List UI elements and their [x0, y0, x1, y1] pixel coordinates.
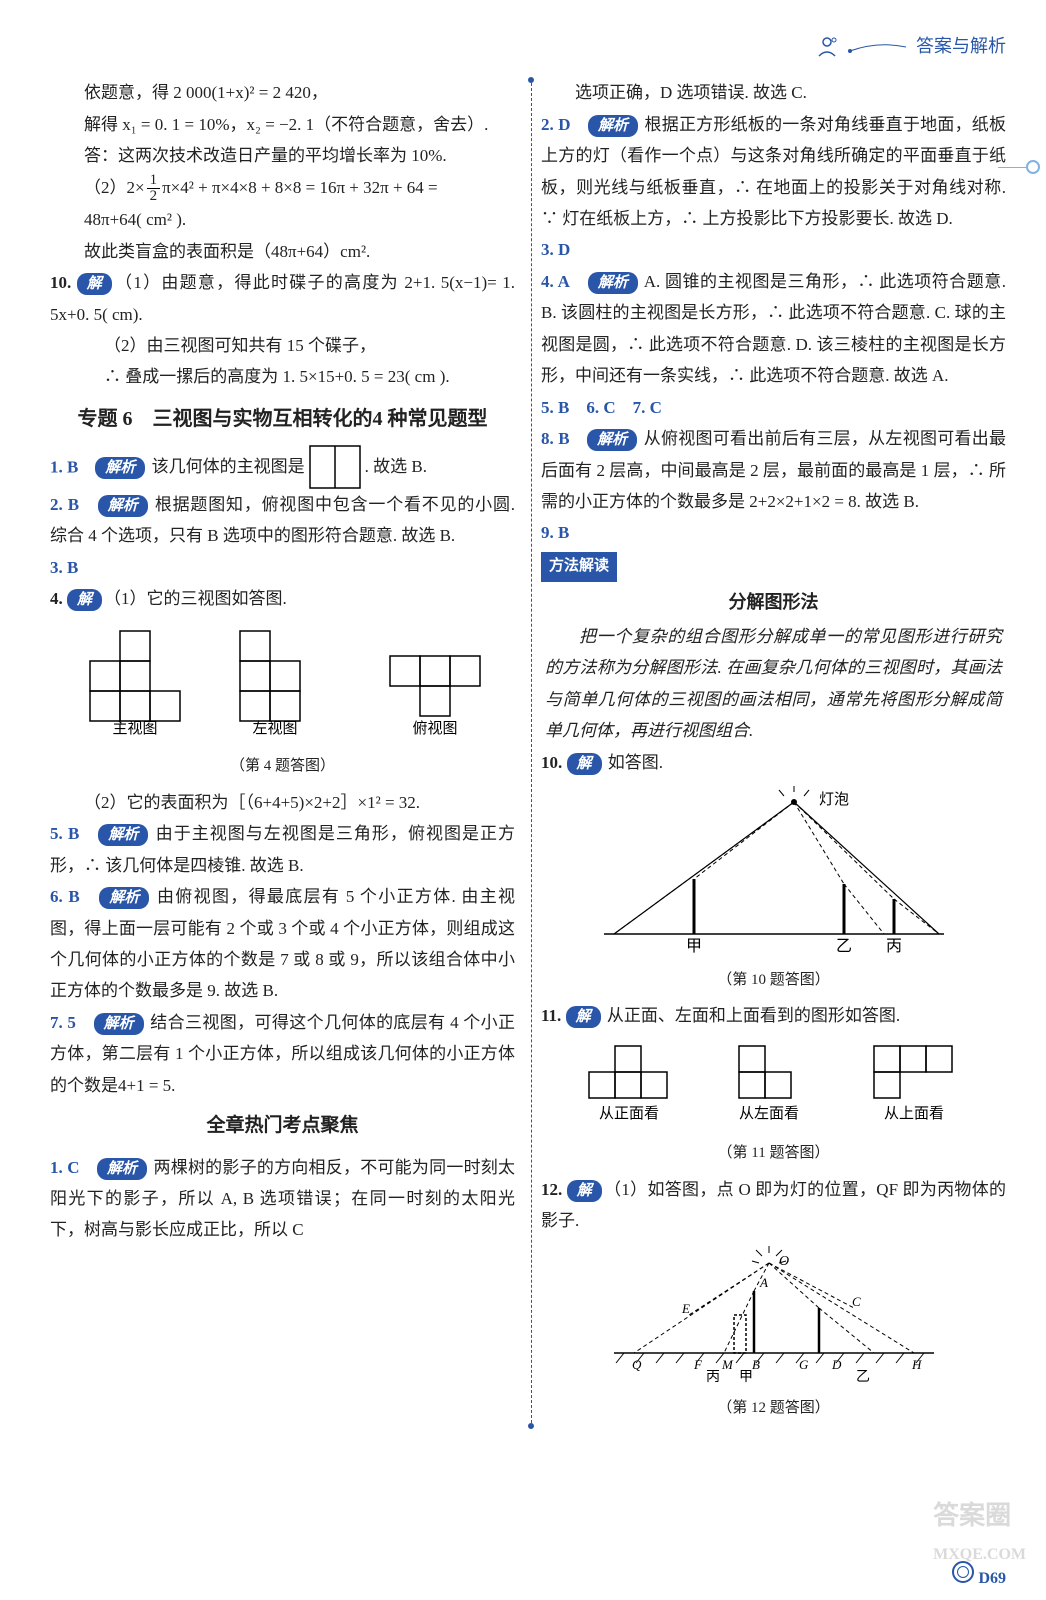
watermark: 答案圈 MXQE.COM: [933, 1492, 1026, 1570]
figure-10: 灯泡 甲 乙 丙 （第 10 题答图）: [541, 784, 1006, 994]
r-q8: 8. B 解析 从俯视图可看出前后有三层，从左视图可看出最后面有 2 层高，中间…: [541, 423, 1006, 517]
r-q567: 5. B 6. C 7. C: [541, 392, 1006, 423]
figure-11: 从正面看 从左面看 从上面看 （第 11 题答图）: [541, 1038, 1006, 1168]
svg-text:Q: Q: [632, 1357, 642, 1372]
text: 解得 x₁ = 0. 1 = 10%，x₂ = −2. 1（不符合题意，舍去）.: [50, 109, 515, 140]
svg-text:甲: 甲: [685, 938, 701, 954]
svg-text:乙: 乙: [835, 938, 851, 954]
svg-text:从正面看: 从正面看: [598, 1105, 658, 1122]
left-column: 依题意，得 2 000(1+x)² = 2 420， 解得 x₁ = 0. 1 …: [50, 77, 515, 1429]
r-q2: 2. D 解析 根据正方形纸板的一条对角线垂直于地面，纸板上方的灯（看作一个点）…: [541, 109, 1006, 235]
r-q3: 3. D: [541, 234, 1006, 265]
binding-ring-icon: [1026, 160, 1040, 174]
r-q4: 4. A 解析 A. 圆锥的主视图是三角形，∴ 此选项符合题意. B. 该圆柱的…: [541, 266, 1006, 392]
svg-text:左视图: 左视图: [253, 720, 298, 737]
svg-text:丙: 丙: [706, 1370, 720, 1383]
swoosh-icon: [848, 39, 908, 55]
q1: 1. B 解析 该几何体的主视图是 . 故选 B.: [50, 445, 515, 489]
q7: 7. 5 解析 结合三视图，可得这个几何体的底层有 4 个小正方体，第二层有 1…: [50, 1007, 515, 1101]
text: 选项正确，D 选项错误. 故选 C.: [541, 77, 1006, 108]
text: （2）由三视图可知共有 15 个碟子，: [50, 330, 515, 361]
q4: 4. 解（1）它的三视图如答图.: [50, 583, 515, 614]
method-label: 方法解读: [541, 549, 1006, 582]
text: ∴ 叠成一摞后的高度为 1. 5×15+0. 5 = 23( cm ).: [50, 361, 515, 392]
text: 答：这两次技术改造日产量的平均增长率为 10%.: [50, 140, 515, 171]
svg-text:M: M: [721, 1357, 734, 1372]
svg-text:主视图: 主视图: [113, 720, 158, 737]
text: （2）2×12π×4² + π×4×8 + 8×8 = 16π + 32π + …: [50, 172, 515, 205]
column-divider: [528, 77, 534, 1429]
svg-text:A: A: [759, 1275, 768, 1290]
svg-text:乙: 乙: [856, 1369, 870, 1383]
text: 48π+64( cm² ).: [50, 204, 515, 235]
method-body: 把一个复杂的组合图形分解成单一的常见图形进行研究的方法称为分解图形法. 在画复杂…: [541, 621, 1006, 747]
figure-4: 主视图 左视图 俯视图 （第 4 题答图）: [50, 621, 515, 781]
svg-text:灯泡: 灯泡: [819, 791, 849, 808]
header-title: 答案与解析: [916, 30, 1006, 63]
q6: 6. B 解析 由俯视图，得最底层有 5 个小正方体. 由主视图，得上面一层可能…: [50, 881, 515, 1007]
r-q9: 9. B: [541, 517, 1006, 548]
q2: 2. B 解析 根据题图知，俯视图中包含一个看不见的小圆. 综合 4 个选项，只…: [50, 489, 515, 552]
svg-text:甲: 甲: [739, 1370, 753, 1383]
right-column: 选项正确，D 选项错误. 故选 C. 2. D 解析 根据正方形纸板的一条对角线…: [541, 77, 1006, 1429]
r-q10: 10. 解 如答图.: [541, 747, 1006, 778]
svg-text:俯视图: 俯视图: [412, 720, 457, 737]
text: 依题意，得 2 000(1+x)² = 2 420，: [50, 77, 515, 108]
svg-text:丙: 丙: [885, 938, 901, 954]
method-title: 分解图形法: [541, 586, 1006, 619]
svg-text:从左面看: 从左面看: [738, 1105, 798, 1122]
text: （2）它的表面积为［（6+4+5)×2+2］×1² = 32.: [50, 787, 515, 818]
svg-text:D: D: [831, 1357, 842, 1372]
svg-text:E: E: [681, 1301, 690, 1316]
svg-text:G: G: [799, 1357, 809, 1372]
q10: 10. 解（1）由题意，得此时碟子的高度为 2+1. 5(x−1)= 1. 5x…: [50, 267, 515, 330]
q3: 3. B: [50, 552, 515, 583]
svg-text:B: B: [752, 1357, 760, 1372]
svg-text:C: C: [852, 1294, 861, 1309]
person-icon: [814, 34, 840, 60]
svg-text:F: F: [693, 1357, 703, 1372]
r-q12: 12. 解（1）如答图，点 O 即为灯的位置，QF 即为丙物体的影子.: [541, 1174, 1006, 1237]
svg-text:H: H: [911, 1357, 922, 1372]
figure-12: O A E C Q: [541, 1243, 1006, 1423]
section-title: 专题 6 三视图与实物互相转化的4 种常见题型: [50, 403, 515, 435]
r-q11: 11. 解 从正面、左面和上面看到的图形如答图.: [541, 1000, 1006, 1031]
section-title: 全章热门考点聚焦: [50, 1111, 515, 1141]
svg-text:从上面看: 从上面看: [883, 1105, 943, 1122]
text: 故此类盲盒的表面积是（48π+64）cm².: [50, 236, 515, 267]
page-number: D69: [952, 1561, 1006, 1594]
svg-text:O: O: [779, 1254, 789, 1269]
shape-icon: [309, 445, 361, 489]
q5: 5. B 解析 由于主视图与左视图是三角形，俯视图是正方形，∴ 该几何体是四棱锥…: [50, 818, 515, 881]
page-header: 答案与解析: [50, 30, 1006, 63]
h1: 1. C 解析 两棵树的影子的方向相反，不可能为同一时刻太阳光下的影子，所以 A…: [50, 1152, 515, 1246]
